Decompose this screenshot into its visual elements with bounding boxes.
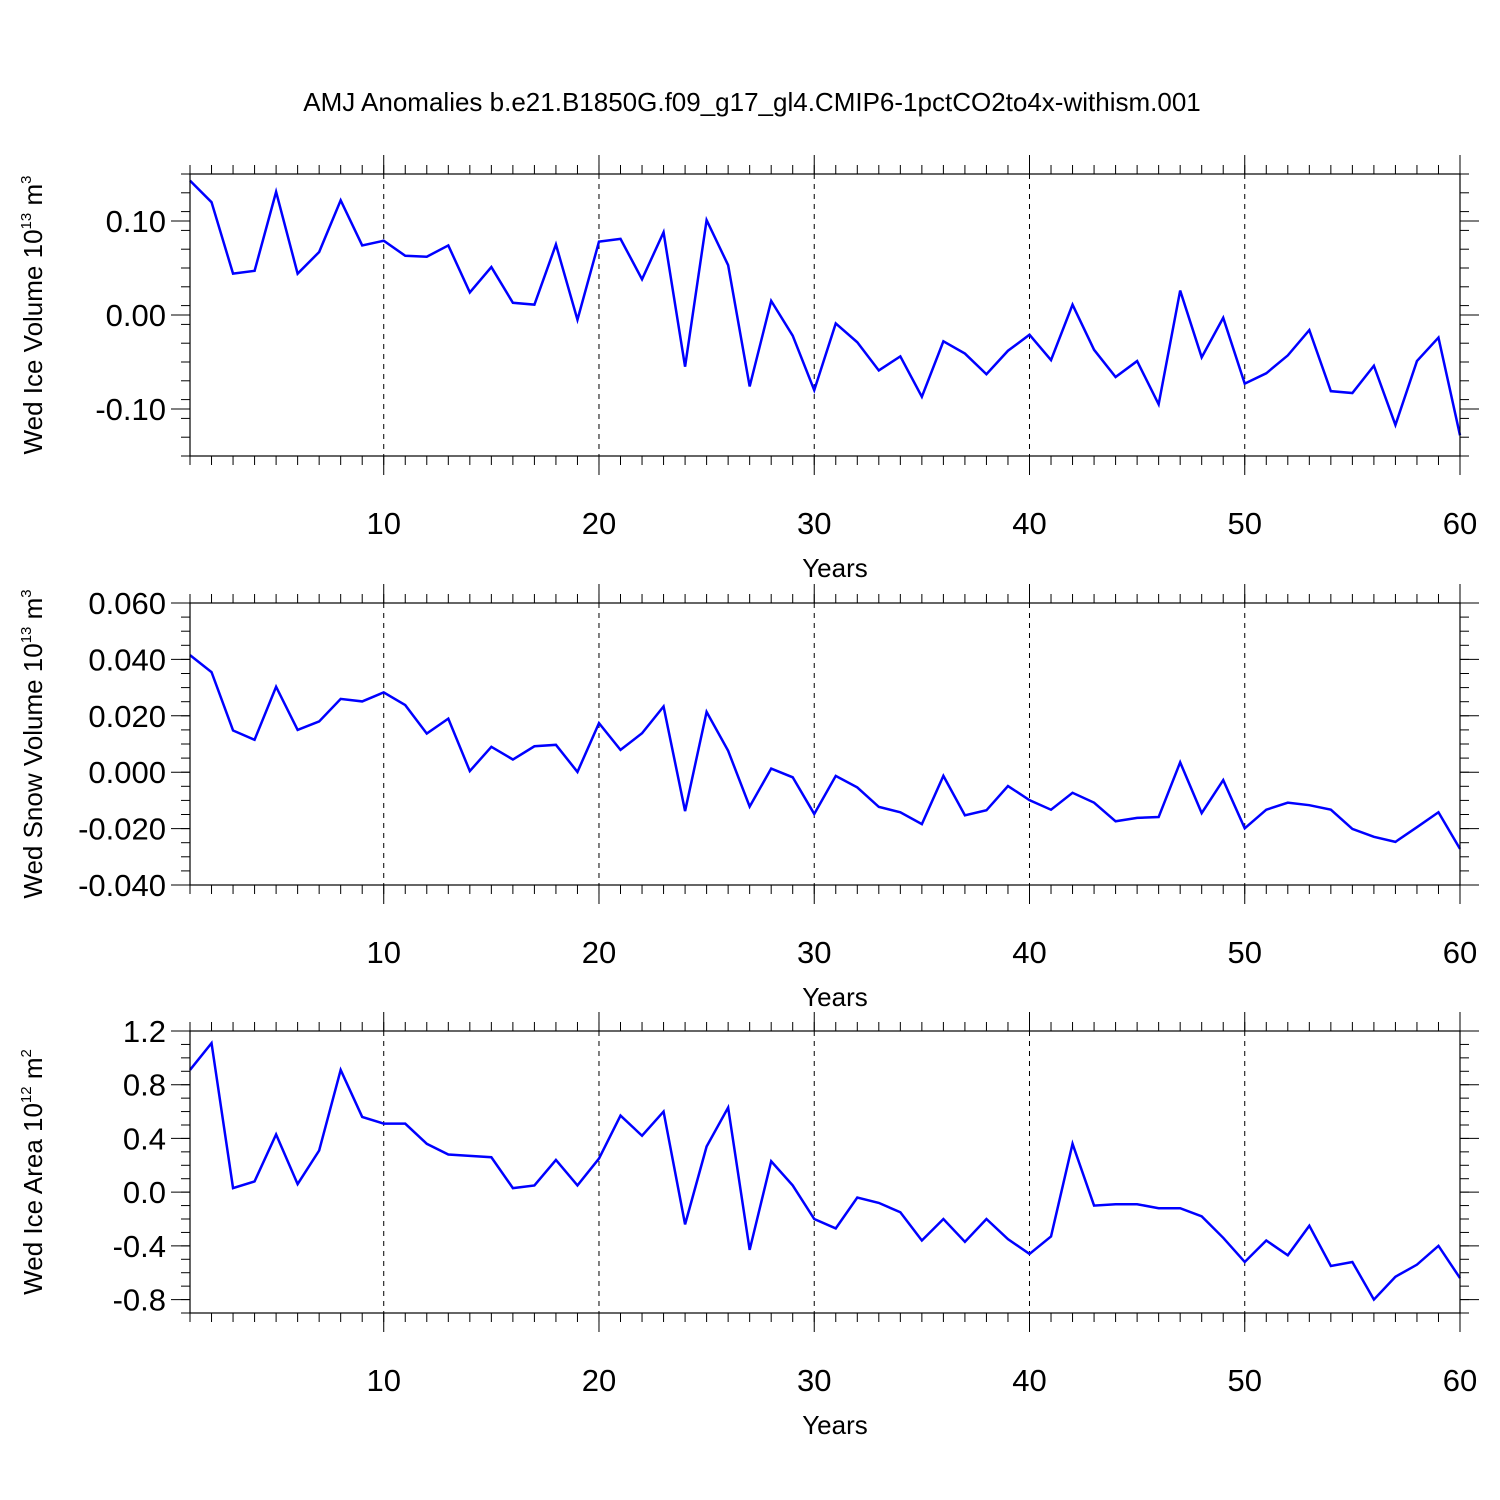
ice-area-x-tick-label: 60 — [1443, 1363, 1477, 1398]
ice-area-y-tick-label: 0.4 — [123, 1121, 166, 1156]
ice-volume-y-axis-label: Wed Ice Volume 1013 m3 — [18, 176, 48, 455]
ice-volume-x-tick-label: 50 — [1228, 506, 1262, 541]
snow-volume-y-label-unit-exponent: 3 — [18, 589, 35, 597]
snow-volume-y-tick-label: 0.020 — [88, 699, 166, 734]
ice-volume-y-label-unit-exponent: 3 — [18, 176, 35, 184]
snow-volume-y-label-base: Wed Snow Volume 10 — [18, 643, 48, 898]
ice-area-y-tick-label: 0.8 — [123, 1068, 166, 1103]
ice-area-y-tick-label: -0.4 — [113, 1229, 166, 1264]
snow-volume-x-tick-label: 60 — [1443, 935, 1477, 970]
ice-area-panel: 1.2 0.8 0.4 0.0 -0.4 -0.8 10 20 30 40 50 60 Years Wed… — [18, 1012, 1479, 1440]
ice-volume-y-tick-label: 0.00 — [106, 298, 166, 333]
ice-volume-x-tick-label: 10 — [366, 506, 400, 541]
ice-volume-x-tick-label: 20 — [582, 506, 616, 541]
ice-area-y-label-exponent: 12 — [18, 1086, 35, 1103]
ice-area-y-tick-label: 0.0 — [123, 1175, 166, 1210]
snow-volume-y-label-unit: m — [18, 598, 48, 627]
ice-volume-y-label-unit: m — [18, 184, 48, 213]
ice-area-y-label-unit: m — [18, 1058, 48, 1087]
ice-volume-x-tick-label: 40 — [1012, 506, 1046, 541]
ice-area-y-tick-label: 1.2 — [123, 1014, 166, 1049]
ice-area-y-axis-label: Wed Ice Area 1012 m2 — [18, 1049, 48, 1295]
ice-volume-y-tick-label: 0.10 — [106, 204, 166, 239]
ice-volume-y-tick-label: -0.10 — [95, 392, 166, 427]
ice-volume-y-label-exponent: 13 — [18, 213, 35, 230]
ice-volume-panel: 0.10 0.00 -0.10 10 20 30 40 50 60 Years Wed Ice Vo… — [18, 155, 1479, 583]
ice-area-plot-frame — [189, 1030, 1461, 1314]
figure-title: AMJ Anomalies b.e21.B1850G.f09_g17_gl4.C… — [303, 87, 1200, 117]
snow-volume-y-tick-label: 0.060 — [88, 586, 166, 621]
ice-area-x-axis-label: Years — [802, 1410, 868, 1440]
snow-volume-y-label-exponent: 13 — [18, 627, 35, 644]
snow-volume-x-tick-label: 50 — [1228, 935, 1262, 970]
snow-volume-x-tick-label: 10 — [366, 935, 400, 970]
ice-area-y-label-unit-exponent: 2 — [18, 1049, 35, 1057]
ice-volume-x-tick-label: 60 — [1443, 506, 1477, 541]
snow-volume-y-tick-label: -0.020 — [78, 812, 166, 847]
ice-area-x-tick-label: 30 — [797, 1363, 831, 1398]
snow-volume-x-tick-label: 20 — [582, 935, 616, 970]
snow-volume-y-axis-label: Wed Snow Volume 1013 m3 — [18, 589, 48, 898]
ice-area-x-tick-label: 50 — [1228, 1363, 1262, 1398]
snow-volume-series-line — [189, 654, 1462, 850]
snow-volume-y-tick-label: -0.040 — [78, 868, 166, 903]
ice-area-x-tick-label: 40 — [1012, 1363, 1046, 1398]
snow-volume-x-axis-label: Years — [802, 982, 868, 1012]
ice-area-x-tick-label: 10 — [366, 1363, 400, 1398]
snow-volume-plot-frame — [189, 602, 1461, 886]
ice-volume-x-tick-label: 30 — [797, 506, 831, 541]
ice-area-y-tick-label: -0.8 — [113, 1283, 166, 1318]
snow-volume-panel: 0.060 0.040 0.020 0.000 -0.020 -0.040 10 20 30 40… — [18, 584, 1479, 1012]
snow-volume-x-tick-label: 40 — [1012, 935, 1046, 970]
ice-volume-y-label-base: Wed Ice Volume 10 — [18, 229, 48, 454]
ice-volume-plot-frame — [189, 173, 1461, 457]
snow-volume-x-tick-label: 30 — [797, 935, 831, 970]
ice-area-y-label-base: Wed Ice Area 10 — [18, 1103, 48, 1295]
snow-volume-y-tick-label: 0.040 — [88, 642, 166, 677]
ice-volume-series-line — [189, 179, 1462, 436]
ice-volume-x-axis-label: Years — [802, 553, 868, 583]
panels: 0.10 0.00 -0.10 10 20 30 40 50 60 Years Wed Ice Vo… — [18, 155, 1479, 1440]
snow-volume-y-tick-label: 0.000 — [88, 755, 166, 790]
ice-area-x-tick-label: 20 — [582, 1363, 616, 1398]
ice-area-series-line — [189, 1040, 1462, 1302]
